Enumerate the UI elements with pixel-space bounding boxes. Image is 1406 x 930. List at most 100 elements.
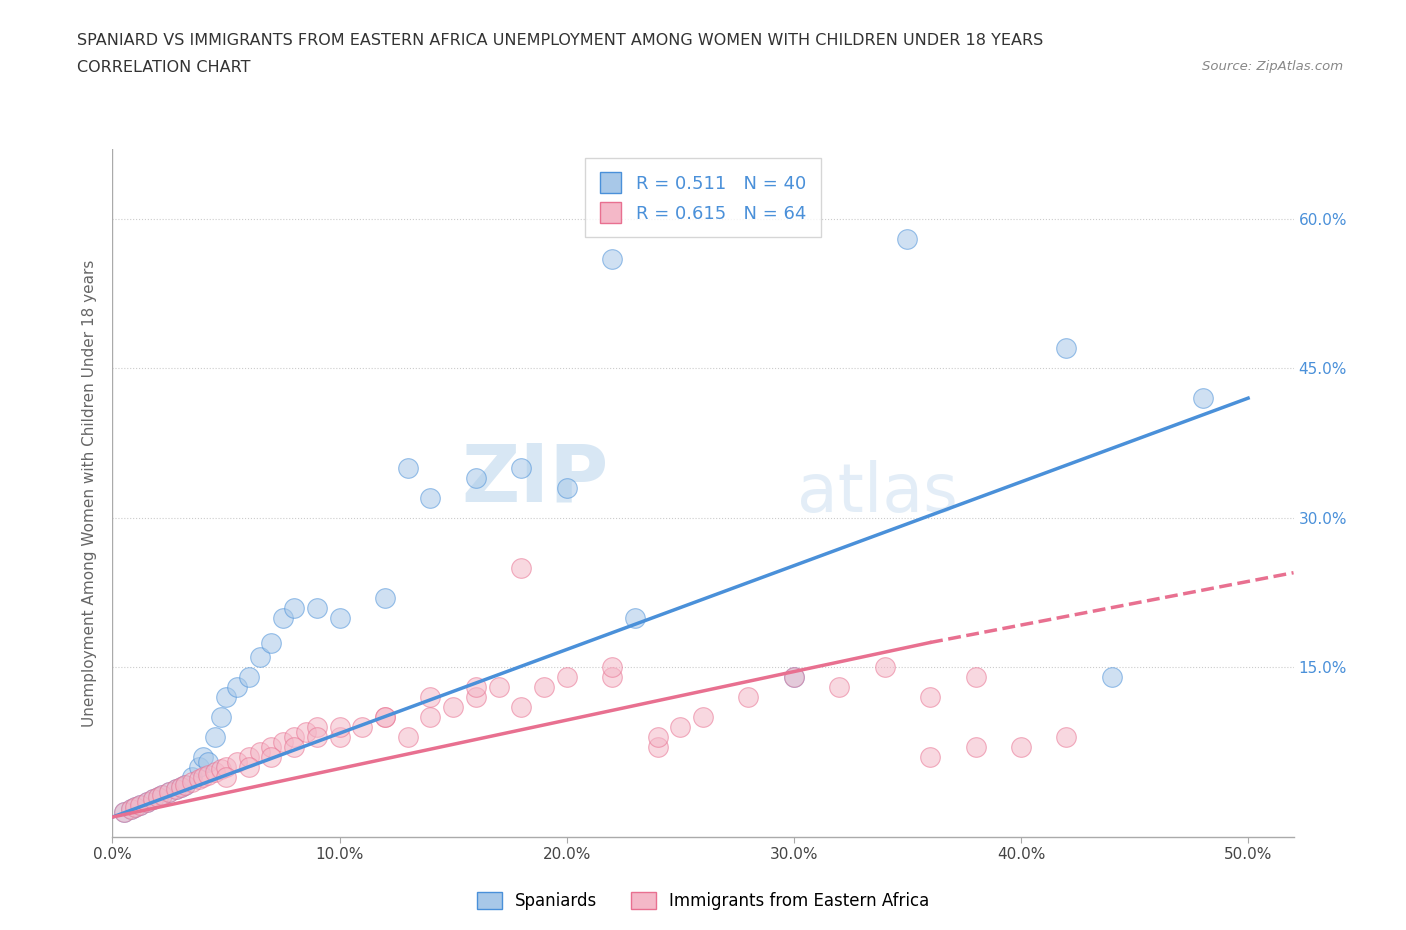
Point <box>211 710 233 724</box>
Point <box>124 800 146 815</box>
Point <box>120 802 142 817</box>
Point <box>419 490 441 505</box>
Point <box>647 739 669 754</box>
Point <box>737 690 759 705</box>
Point <box>600 670 623 684</box>
Text: Source: ZipAtlas.com: Source: ZipAtlas.com <box>1202 60 1343 73</box>
Point <box>873 660 896 675</box>
Point <box>920 750 942 764</box>
Point <box>124 800 146 815</box>
Point <box>169 779 191 794</box>
Point <box>135 794 157 809</box>
Point <box>896 232 918 246</box>
Point <box>283 739 305 754</box>
Point <box>142 791 165 806</box>
Point <box>783 670 806 684</box>
Point <box>165 782 187 797</box>
Point <box>783 670 806 684</box>
Point <box>329 720 352 735</box>
Point <box>1054 730 1077 745</box>
Point <box>193 750 215 764</box>
Point <box>419 710 441 724</box>
Point <box>146 790 169 804</box>
Point <box>169 779 191 794</box>
Point <box>1010 739 1032 754</box>
Point <box>238 750 260 764</box>
Point <box>396 730 419 745</box>
Point <box>271 610 294 625</box>
Point <box>174 777 197 792</box>
Point <box>329 730 352 745</box>
Point <box>510 460 533 475</box>
Point <box>181 775 204 790</box>
Point <box>510 700 533 715</box>
Point <box>157 785 180 800</box>
Text: CORRELATION CHART: CORRELATION CHART <box>77 60 250 75</box>
Point <box>215 760 238 775</box>
Point <box>197 768 219 783</box>
Point <box>374 710 396 724</box>
Point <box>193 770 215 785</box>
Point <box>204 764 226 779</box>
Point <box>464 690 486 705</box>
Point <box>165 782 187 797</box>
Point <box>226 755 249 770</box>
Point <box>152 788 174 803</box>
Point <box>211 762 233 777</box>
Point <box>488 680 510 695</box>
Point <box>352 720 374 735</box>
Point <box>464 680 486 695</box>
Point <box>600 660 623 675</box>
Point <box>464 471 486 485</box>
Point <box>555 670 578 684</box>
Point <box>187 760 209 775</box>
Point <box>128 798 150 813</box>
Point <box>238 760 260 775</box>
Point <box>510 560 533 575</box>
Point <box>146 790 169 804</box>
Point <box>157 785 180 800</box>
Point <box>669 720 692 735</box>
Point <box>135 794 157 809</box>
Point <box>204 730 226 745</box>
Point <box>419 690 441 705</box>
Point <box>152 788 174 803</box>
Point <box>283 730 305 745</box>
Point <box>396 460 419 475</box>
Text: ZIP: ZIP <box>461 440 609 518</box>
Point <box>305 720 328 735</box>
Point <box>260 750 283 764</box>
Point <box>305 600 328 615</box>
Point <box>441 700 464 715</box>
Point <box>215 690 238 705</box>
Point <box>305 730 328 745</box>
Point <box>374 710 396 724</box>
Point <box>112 804 135 819</box>
Y-axis label: Unemployment Among Women with Children Under 18 years: Unemployment Among Women with Children U… <box>82 259 97 726</box>
Point <box>965 670 987 684</box>
Point <box>294 724 316 739</box>
Point <box>238 670 260 684</box>
Point <box>120 802 142 817</box>
Point <box>533 680 555 695</box>
Point <box>112 804 135 819</box>
Point <box>329 610 352 625</box>
Point <box>600 251 623 266</box>
Point <box>1054 340 1077 355</box>
Point <box>249 650 271 665</box>
Point <box>374 591 396 605</box>
Point <box>920 690 942 705</box>
Point <box>174 777 197 792</box>
Legend: R = 0.511   N = 40, R = 0.615   N = 64: R = 0.511 N = 40, R = 0.615 N = 64 <box>585 158 821 237</box>
Point <box>249 745 271 760</box>
Point <box>226 680 249 695</box>
Point <box>142 791 165 806</box>
Point <box>647 730 669 745</box>
Point <box>128 798 150 813</box>
Point <box>260 635 283 650</box>
Point <box>271 735 294 750</box>
Point <box>965 739 987 754</box>
Text: atlas: atlas <box>797 460 959 525</box>
Point <box>624 610 647 625</box>
Point <box>1191 391 1213 405</box>
